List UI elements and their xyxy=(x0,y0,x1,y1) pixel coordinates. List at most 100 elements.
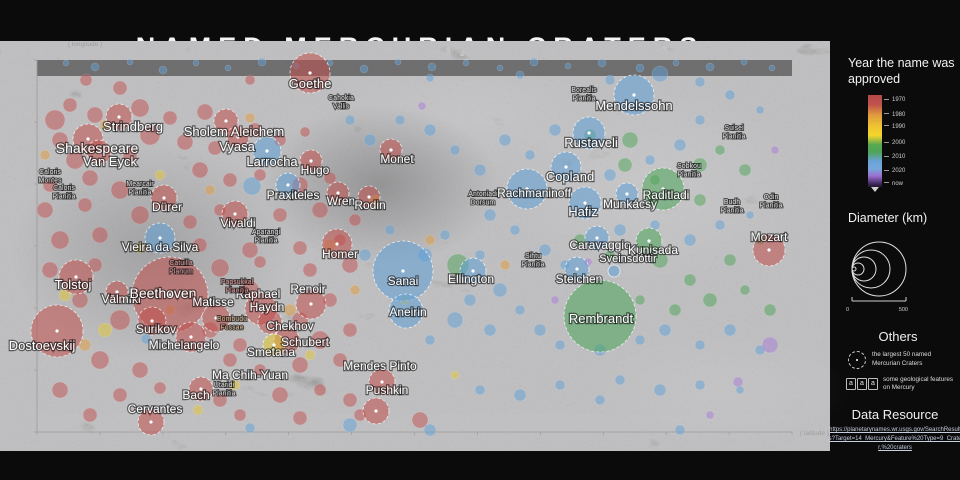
crater-dot xyxy=(474,384,486,396)
crater-dot xyxy=(110,180,130,200)
crater-dot xyxy=(222,352,238,368)
crater-dot xyxy=(363,133,377,147)
crater-dot xyxy=(257,57,267,67)
crater-dot xyxy=(463,293,477,307)
geo-feature-label: Sihtu xyxy=(525,253,541,260)
crater-dot xyxy=(313,383,327,397)
crater-center-dot xyxy=(162,196,166,200)
geo-feature-label: Catuilla xyxy=(169,260,192,267)
crater-dot xyxy=(550,295,560,305)
diameter-legend-title: Diameter (km) xyxy=(848,211,928,226)
y-tick-label: -60° xyxy=(20,366,32,374)
x-tick-label: 150° xyxy=(722,436,736,444)
geo-feature-label: Antoniadi xyxy=(468,191,498,198)
crater-label: Hafiz xyxy=(568,204,598,219)
x-tick-label: 90° xyxy=(598,436,608,444)
crater-dot xyxy=(134,242,146,254)
crater-label: Raditladi xyxy=(643,188,690,202)
crater-dot xyxy=(212,392,228,408)
crater-center-dot xyxy=(389,148,393,152)
crater-dot xyxy=(349,284,361,296)
crater-dot xyxy=(604,74,616,86)
others-item-largest50: the largest 50 named Mercurian Craters xyxy=(844,350,954,369)
crater-label: Pushkin xyxy=(366,383,409,397)
others-title: Others xyxy=(878,328,918,344)
crater-center-dot xyxy=(272,343,276,347)
crater-dot xyxy=(302,262,318,278)
crater-center-dot xyxy=(575,267,579,271)
crater-dot xyxy=(344,114,356,126)
geo-feature-label: Planitia xyxy=(255,238,278,245)
dashed-circle-icon xyxy=(848,350,866,369)
data-resource-link[interactable]: https://planetarynames.wr.usgs.gov/Searc… xyxy=(828,426,960,451)
crater-dot xyxy=(342,322,358,338)
crater-dot xyxy=(253,255,267,269)
crater-center-dot xyxy=(224,119,228,123)
crater-label: Rodin xyxy=(354,198,385,212)
crater-dot xyxy=(342,417,358,433)
year-tick-1980: 1980 xyxy=(884,112,905,118)
crater-dot xyxy=(548,123,562,137)
crater-dot xyxy=(394,58,402,66)
crater-center-dot xyxy=(117,115,121,119)
crater-dot xyxy=(509,224,521,236)
crater-dot xyxy=(635,63,645,73)
crater-center-dot xyxy=(598,314,602,318)
crater-dot xyxy=(668,303,682,317)
geo-feature-label: Planitia xyxy=(213,391,236,398)
year-tick-2020: 2020 xyxy=(884,168,905,174)
crater-label: Wren xyxy=(327,194,355,208)
crater-dot xyxy=(191,161,209,179)
crater-dot xyxy=(683,273,697,287)
crater-dot xyxy=(192,404,204,416)
crater-dot xyxy=(634,334,646,346)
crater-label: Munkácsy xyxy=(603,197,657,211)
crater-dot xyxy=(244,112,256,124)
crater-dot xyxy=(224,64,232,72)
crater-dot xyxy=(554,379,566,391)
crater-label: Dostoevskij xyxy=(9,338,76,353)
crater-center-dot xyxy=(265,149,269,153)
y-tick-label: -30° xyxy=(20,304,32,312)
crater-center-dot xyxy=(149,420,153,424)
crater-dot xyxy=(65,150,85,170)
crater-center-dot xyxy=(471,269,475,273)
crater-dot xyxy=(154,169,166,181)
crater-dot xyxy=(450,370,460,380)
crater-center-dot xyxy=(168,293,172,297)
crater-dot xyxy=(694,76,706,88)
geo-feature-label: Planitia xyxy=(53,194,76,201)
crater-dot xyxy=(292,240,308,256)
crater-dot xyxy=(384,224,396,236)
crater-dot xyxy=(499,259,511,271)
crater-dot xyxy=(755,105,765,115)
crater-dot xyxy=(614,374,626,386)
x-tick-label: 180° xyxy=(30,436,44,444)
crater-dot xyxy=(291,356,309,374)
crater-center-dot xyxy=(309,159,313,163)
crater-label: Van Eyck xyxy=(83,154,137,169)
crater-center-dot xyxy=(158,236,162,240)
crater-dot xyxy=(423,123,437,137)
crater-dot xyxy=(597,58,607,68)
others-legend: Others the largest 50 named Mercurian Cr… xyxy=(842,329,954,393)
y-tick-label: 90° xyxy=(22,56,32,64)
crater-dot xyxy=(247,122,263,138)
crater-dot xyxy=(538,243,552,257)
crater-dot xyxy=(229,379,241,391)
crater-dot xyxy=(651,251,669,269)
geo-feature-label: Sobkou xyxy=(677,163,701,170)
x-tick-label: 240° xyxy=(156,436,170,444)
crater-dot xyxy=(694,379,706,391)
geo-feature-label: Borealis xyxy=(571,87,597,94)
crater-dot xyxy=(192,237,208,253)
crater-dot xyxy=(693,193,707,207)
crater-center-dot xyxy=(564,165,568,169)
others-item2-label: some geological features on Mercury xyxy=(883,375,954,392)
crater-dot xyxy=(417,101,427,111)
crater-label: Rachmaninoff xyxy=(497,186,571,200)
year-tick-2010: 2010 xyxy=(884,154,905,160)
crater-dot xyxy=(515,70,525,80)
